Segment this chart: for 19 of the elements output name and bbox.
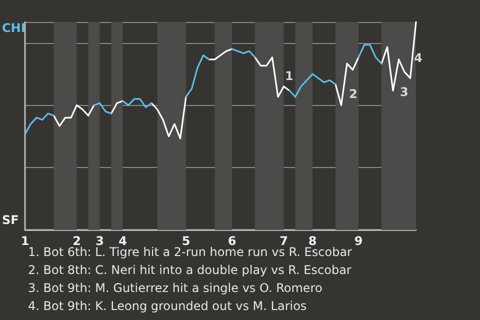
text: 2. Bot 8th: C. Neri hit into a double play vs R. Escobar <box>28 263 352 277</box>
x-tick-label: 5 <box>182 234 190 248</box>
annotation: 2 <box>349 87 358 101</box>
x-tick-label: 9 <box>354 234 363 248</box>
annotation: 3 <box>400 85 408 99</box>
annotation: CHI <box>2 21 26 35</box>
text: 1. Bot 6th: L. Tigre hit a 2-run home run vs R. Escobar <box>28 245 352 259</box>
text: 4. Bot 9th: K. Leong grounded out vs M. Larios <box>28 299 307 313</box>
x-tick-label: 1 <box>20 234 30 248</box>
annotation: 1 <box>285 69 294 83</box>
x-tick-label: 6 <box>228 234 236 248</box>
x-tick-label: 7 <box>280 234 288 248</box>
x-tick-label: 4 <box>118 234 127 248</box>
x-tick-label: 2 <box>72 234 81 248</box>
x-tick-label: 3 <box>96 234 104 248</box>
annotation: 4 <box>414 51 422 65</box>
text: SF <box>2 213 19 227</box>
x-tick-label: 8 <box>308 234 317 248</box>
text: 3. Bot 9th: M. Gutierrez hit a single vs O. Romero <box>28 281 322 295</box>
